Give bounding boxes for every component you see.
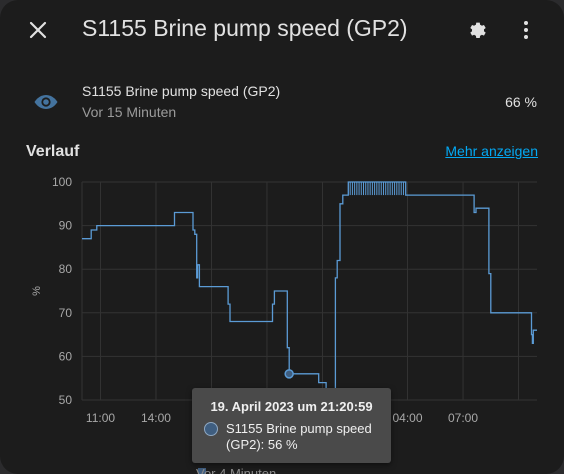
entity-name: S1155 Brine pump speed (GP2) <box>82 83 281 99</box>
y-tick-label: 100 <box>52 175 72 189</box>
footer-hint: Vor 4 Minuten <box>196 466 277 474</box>
gear-icon <box>470 22 486 38</box>
eye-icon <box>34 95 58 109</box>
entity-row[interactable]: S1155 Brine pump speed (GP2) Vor 15 Minu… <box>0 78 564 128</box>
tooltip-title: 19. April 2023 um 21:20:59 <box>210 399 373 414</box>
more-vert-icon <box>524 21 528 39</box>
series-line <box>82 181 537 392</box>
y-tick-label: 80 <box>59 262 73 276</box>
dialog-title: S1155 Brine pump speed (GP2) <box>82 15 408 41</box>
history-chart-svg: 50 60 70 80 90 100 11:00 14:00 04:00 07:00% <box>31 175 537 425</box>
y-tick-label: 90 <box>59 219 73 233</box>
x-tick-label: 07:00 <box>448 411 478 425</box>
close-button[interactable] <box>22 14 54 46</box>
y-tick-label: 50 <box>59 393 73 407</box>
history-chart[interactable]: 50 60 70 80 90 100 11:00 14:00 04:00 07:00% <box>0 170 564 440</box>
y-tick-label: 60 <box>59 349 73 363</box>
more-options-button[interactable] <box>510 14 542 46</box>
x-tick-label: 11:00 <box>86 411 115 425</box>
highlight-point <box>284 369 294 379</box>
close-icon <box>29 21 47 39</box>
dialog-header: S1155 Brine pump speed (GP2) <box>0 0 564 60</box>
settings-button[interactable] <box>462 14 494 46</box>
entity-last-changed: Vor 15 Minuten <box>82 104 177 120</box>
x-tick-label: 04:00 <box>393 411 423 425</box>
legend-square <box>198 468 206 474</box>
entity-state-value: 66 % <box>505 94 537 110</box>
tooltip-series-marker <box>204 422 218 436</box>
tooltip-series-value: S1155 Brine pump speed (GP2): 56 % <box>226 421 372 452</box>
chart-tooltip: 19. April 2023 um 21:20:59 S1155 Brine p… <box>192 388 391 463</box>
y-tick-label: 70 <box>59 306 73 320</box>
history-heading: Verlauf <box>26 143 80 160</box>
y-axis-label: % <box>31 286 43 296</box>
show-more-link[interactable]: Mehr anzeigen <box>445 143 538 159</box>
x-tick-label: 14:00 <box>141 411 171 425</box>
